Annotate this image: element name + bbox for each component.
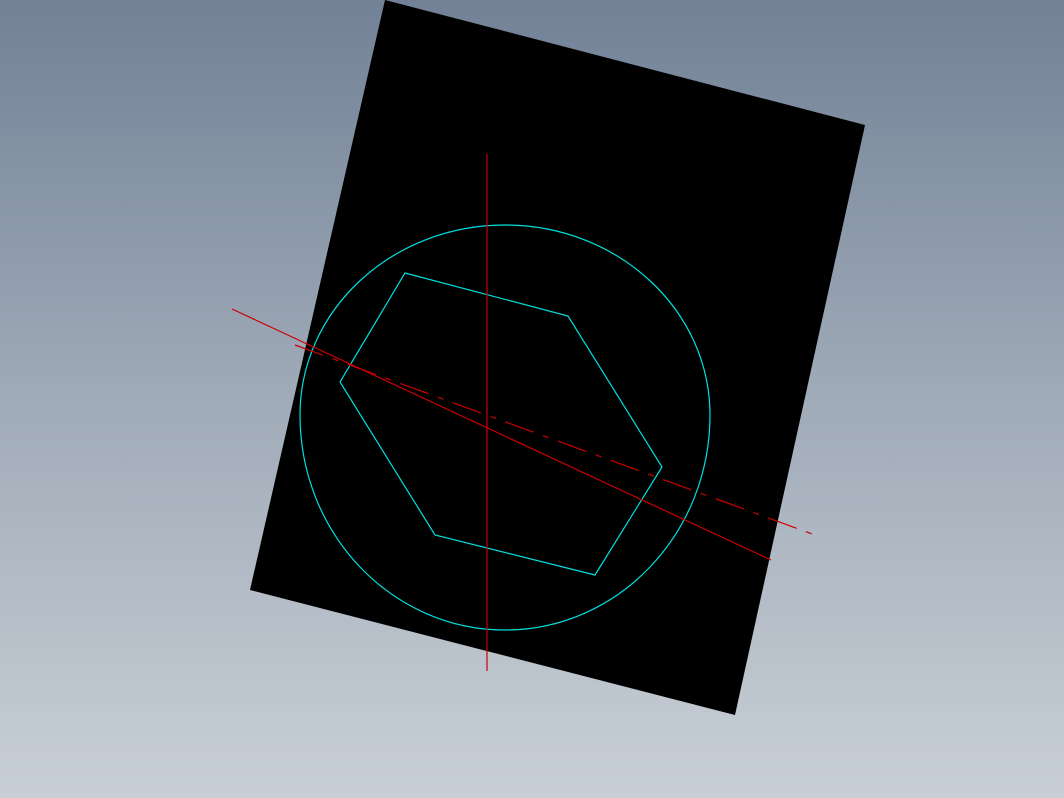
cad-viewport[interactable] [0, 0, 1064, 798]
cad-canvas[interactable] [0, 0, 1064, 798]
sketch-plane[interactable] [250, 0, 865, 715]
